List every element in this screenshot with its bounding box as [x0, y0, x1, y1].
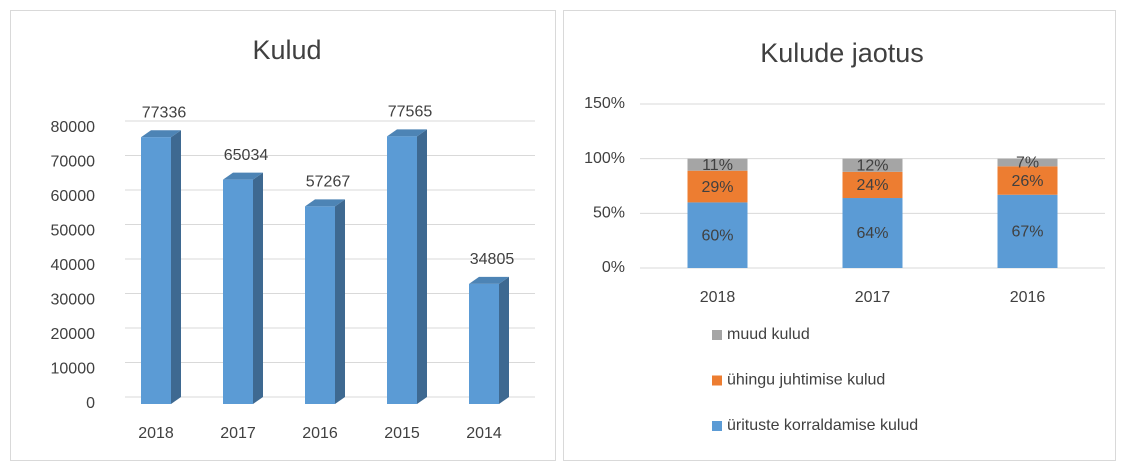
bar-top	[469, 276, 509, 284]
bar-top	[305, 199, 345, 207]
bar	[305, 206, 335, 404]
y-tick-label: 10000	[51, 361, 96, 378]
legend-label: muud kulud	[727, 326, 810, 343]
legend-swatch	[712, 421, 722, 431]
data-label: 26%	[1011, 173, 1043, 190]
bar-segment	[997, 158, 1058, 167]
bar-side	[253, 172, 263, 404]
bar	[387, 136, 417, 404]
bar-segment	[687, 202, 748, 268]
data-label: 7%	[1016, 155, 1039, 172]
bar-top	[141, 130, 181, 138]
bar	[141, 137, 171, 404]
y-tick-label: 50%	[593, 205, 625, 222]
y-tick-label: 40000	[51, 257, 96, 274]
y-tick-label: 50000	[51, 223, 96, 240]
legend-swatch	[712, 375, 722, 386]
x-tick-label: 2016	[302, 425, 338, 442]
data-label: 29%	[701, 179, 733, 196]
bar-segment	[997, 166, 1058, 195]
bar-segment	[842, 198, 903, 268]
bar-segment	[842, 158, 903, 172]
x-tick-label: 2017	[855, 289, 891, 306]
data-label: 65034	[224, 147, 269, 164]
bar-top	[223, 172, 263, 180]
data-label: 11%	[702, 157, 733, 174]
data-label: 34805	[470, 251, 515, 268]
x-tick-label: 2018	[700, 289, 736, 306]
legend-label: ürituste korraldamise kulud	[727, 417, 918, 434]
y-tick-label: 0%	[602, 259, 625, 276]
x-tick-label: 2018	[138, 425, 174, 442]
data-label: 67%	[1011, 224, 1043, 241]
bar	[469, 283, 499, 404]
x-tick-label: 2017	[220, 425, 256, 442]
legend-swatch	[712, 330, 722, 340]
data-label: 60%	[701, 227, 733, 244]
y-tick-label: 80000	[51, 119, 96, 136]
legend-label: ühingu juhtimise kulud	[727, 372, 885, 389]
bar-side	[417, 129, 427, 404]
bar-side	[335, 199, 345, 404]
data-label: 64%	[856, 225, 888, 242]
bar-segment	[687, 170, 748, 203]
y-tick-label: 150%	[584, 95, 625, 112]
chart-title: Kulude jaotus	[760, 38, 924, 68]
y-tick-label: 70000	[51, 154, 96, 171]
data-label: 12%	[856, 157, 888, 174]
data-label: 77336	[142, 104, 187, 121]
y-tick-label: 60000	[51, 188, 96, 205]
bar-segment	[687, 158, 748, 171]
data-label: 24%	[856, 177, 888, 194]
bar-segment	[997, 194, 1058, 268]
y-tick-label: 100%	[584, 150, 625, 167]
bar	[223, 179, 253, 404]
y-tick-label: 0	[86, 395, 95, 412]
y-tick-label: 30000	[51, 292, 96, 309]
chart-panel	[10, 10, 556, 461]
data-label: 57267	[306, 174, 351, 191]
bar-side	[171, 130, 181, 404]
bar-side	[499, 276, 509, 404]
data-label: 77565	[388, 104, 433, 121]
bar-top	[387, 129, 427, 137]
chart-title: Kulud	[252, 35, 321, 65]
x-tick-label: 2014	[466, 425, 502, 442]
bar-segment	[842, 171, 903, 199]
x-tick-label: 2015	[384, 425, 420, 442]
x-tick-label: 2016	[1010, 289, 1046, 306]
y-tick-label: 20000	[51, 326, 96, 343]
